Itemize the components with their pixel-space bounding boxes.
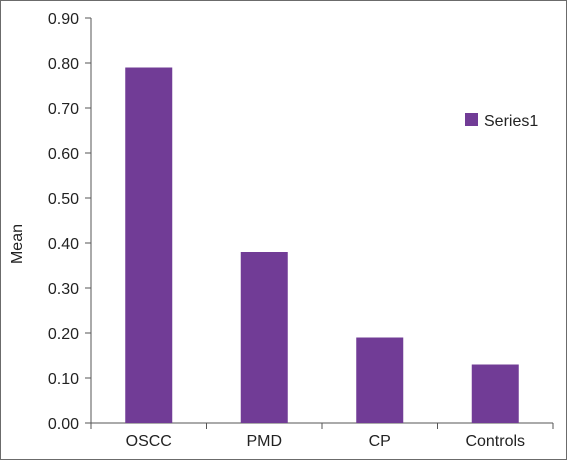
bar-pmd [240, 252, 288, 423]
legend-label: Series1 [484, 113, 538, 130]
y-tick-label: 0.80 [48, 56, 79, 73]
bar-controls [471, 364, 519, 423]
y-tick-label: 0.30 [48, 281, 79, 298]
x-tick-label: Controls [465, 433, 525, 450]
x-tick-label: CP [369, 433, 391, 450]
y-tick-label: 0.50 [48, 191, 79, 208]
y-tick-label: 0.40 [48, 236, 79, 253]
y-axis-label: Mean [9, 224, 26, 264]
y-tick-label: 0.20 [48, 326, 79, 343]
bar-cp [356, 337, 404, 423]
bars [125, 67, 519, 423]
y-axis-ticks: 0.00 0.10 0.20 0.30 0.40 0.50 0.60 0.70 0.80 0.90 [48, 11, 91, 433]
x-axis-labels: OSCC PMD CP Controls [126, 433, 525, 450]
x-tick-label: OSCC [126, 433, 172, 450]
bar-oscc [125, 67, 173, 423]
y-tick-label: 0.10 [48, 371, 79, 388]
y-tick-label: 0.90 [48, 11, 79, 28]
legend: Series1 [465, 113, 538, 130]
y-tick-label: 0.60 [48, 146, 79, 163]
y-tick-label: 0.70 [48, 101, 79, 118]
legend-swatch [465, 113, 478, 126]
y-tick-label: 0.00 [48, 416, 79, 433]
x-tick-label: PMD [246, 433, 282, 450]
